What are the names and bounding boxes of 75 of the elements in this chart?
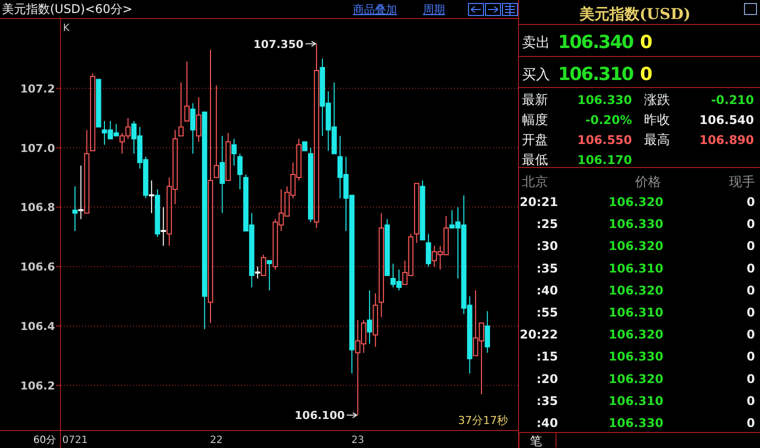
text: -0.20% <box>585 113 632 127</box>
text: 卖出 <box>522 35 550 51</box>
text: :35 <box>536 394 558 408</box>
text: 0 <box>640 64 653 85</box>
text: :40 <box>536 283 558 298</box>
text: 20:21 <box>520 195 558 209</box>
x-tick-label: 0721 <box>62 435 88 446</box>
text: 北京 <box>522 175 548 190</box>
x-tick-label: 22 <box>210 435 223 446</box>
text: 0 <box>746 239 755 254</box>
chart-title: 美元指数(USD)<60分> <box>2 2 132 16</box>
text: 106.320 <box>608 328 664 342</box>
text: 0 <box>746 394 755 408</box>
text: -0.210 <box>711 93 754 107</box>
text: 最低 <box>522 153 548 168</box>
text: 0 <box>746 261 755 276</box>
text: 106.310 <box>608 394 664 408</box>
text: 106.320 <box>608 283 664 298</box>
text: 106.330 <box>608 350 664 364</box>
annotation: 37分17秒 <box>458 414 508 427</box>
x-tick-label: 23 <box>351 435 364 446</box>
text: :55 <box>536 306 558 320</box>
text: 美元指数(USD) <box>578 5 691 23</box>
y-tick-label: 106.8 <box>20 201 55 214</box>
text: 106.310 <box>608 306 664 320</box>
text: 0 <box>746 416 755 430</box>
text: 现手 <box>729 175 755 190</box>
text: 106.170 <box>577 153 632 167</box>
text: 106.330 <box>608 217 664 232</box>
y-tick-label: 106.4 <box>20 320 56 334</box>
text: :35 <box>536 261 558 276</box>
text: 开盘 <box>522 133 548 148</box>
text: :25 <box>536 217 558 232</box>
text: 价格 <box>634 175 661 190</box>
text: 106.340 <box>558 32 634 53</box>
text: 106.890 <box>699 133 754 147</box>
y-tick-label: 106.6 <box>20 260 56 274</box>
text: 最新 <box>522 93 548 108</box>
text: 商品叠加 <box>353 3 397 16</box>
text: 涨跌 <box>644 93 670 108</box>
text: 0 <box>746 372 755 386</box>
annotation: 106.100 <box>294 409 346 422</box>
text: :30 <box>536 239 558 254</box>
text: 106.330 <box>577 93 632 107</box>
y-tick-label: 106.2 <box>20 379 55 392</box>
annotation: 107.350 <box>253 38 304 51</box>
text: 106.330 <box>608 416 664 430</box>
text: 106.540 <box>699 113 754 127</box>
text: 0 <box>746 217 755 232</box>
text: 0 <box>746 195 755 209</box>
text: 106.320 <box>608 195 664 209</box>
text: 0 <box>746 306 755 320</box>
text: 106.550 <box>577 133 632 147</box>
text: 0 <box>640 32 653 53</box>
text: 106.320 <box>608 239 664 254</box>
text: 0 <box>746 350 755 364</box>
text: 20:22 <box>520 328 558 342</box>
text: :40 <box>536 416 558 430</box>
text: 笔 <box>530 434 542 448</box>
text: 0 <box>746 283 755 298</box>
text: :15 <box>536 350 558 364</box>
text: 106.310 <box>558 64 634 85</box>
text: 106.320 <box>608 372 664 386</box>
y-tick-label: 107.0 <box>20 142 56 155</box>
text: 买入 <box>522 67 550 83</box>
text: 幅度 <box>522 112 548 128</box>
text: :20 <box>536 372 558 386</box>
text: 周期 <box>423 3 445 16</box>
text: 60分 <box>33 434 56 446</box>
text: 106.310 <box>608 261 664 276</box>
text: 昨收 <box>644 113 670 128</box>
text: K <box>63 23 70 34</box>
text: 最高 <box>644 132 670 148</box>
y-tick-label: 107.2 <box>20 82 55 96</box>
text: 0 <box>746 328 755 342</box>
